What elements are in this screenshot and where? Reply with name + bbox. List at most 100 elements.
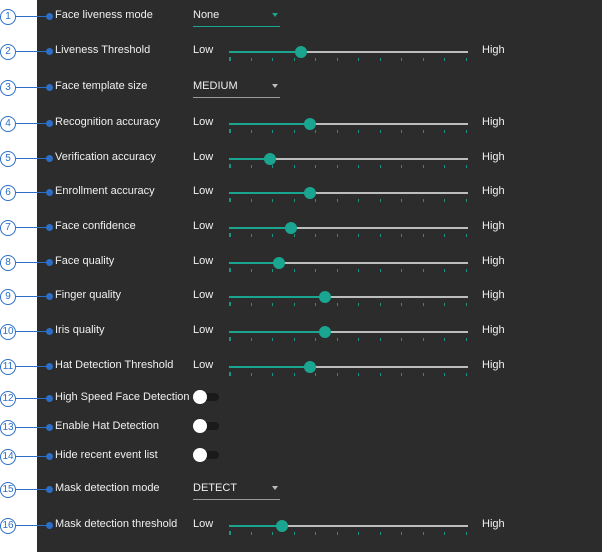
slider-low-label: Low — [193, 518, 214, 530]
slider-tick — [466, 303, 467, 306]
slider-thumb[interactable] — [294, 46, 307, 58]
callout-number: 15 — [0, 482, 16, 498]
slider-ticks — [229, 57, 468, 62]
high-speed-face-detection-toggle[interactable] — [193, 390, 219, 404]
slider-tick — [229, 233, 231, 237]
iris-quality-slider[interactable] — [229, 323, 468, 343]
finger-quality-slider[interactable] — [229, 288, 468, 308]
slider-tick — [358, 532, 360, 535]
slider-ticks — [229, 531, 468, 536]
slider-ticks — [229, 233, 468, 238]
slider-track — [229, 227, 468, 229]
slider-thumb[interactable] — [273, 257, 286, 269]
slider-track — [229, 296, 468, 298]
hat-detection-threshold-slider[interactable] — [229, 358, 468, 378]
slider-track — [229, 51, 468, 53]
slider-tick — [466, 234, 467, 237]
face-quality-slider[interactable] — [229, 254, 468, 274]
enable-hat-detection-toggle[interactable] — [193, 419, 219, 433]
slider-high-label: High — [482, 255, 505, 267]
slider-fill — [229, 262, 280, 264]
callout-leader-line — [16, 87, 48, 88]
slider-tick — [401, 532, 403, 535]
slider-tick — [229, 268, 231, 272]
liveness-threshold-slider[interactable] — [229, 43, 468, 63]
slider-track — [229, 158, 468, 160]
slider-tick — [422, 373, 424, 376]
slider-tick — [466, 130, 467, 133]
slider-thumb[interactable] — [285, 222, 298, 234]
callout-dot — [46, 189, 53, 196]
recognition-accuracy-slider[interactable] — [229, 115, 468, 135]
callout-leader-line — [16, 123, 48, 124]
slider-thumb[interactable] — [318, 291, 331, 303]
slider-tick — [466, 269, 467, 272]
slider-thumb[interactable] — [263, 153, 276, 165]
slider-tick — [336, 130, 338, 133]
slider-track — [229, 525, 468, 527]
slider-low-label: Low — [193, 185, 214, 197]
slider-tick — [272, 130, 274, 133]
enrollment-accuracy-slider[interactable] — [229, 184, 468, 204]
hide-recent-event-list-toggle[interactable] — [193, 448, 219, 462]
mask-detection-mode-select[interactable]: DETECT — [193, 479, 280, 500]
slider-tick — [272, 58, 274, 61]
setting-row-high-speed-face-detection: 12 High Speed Face Detection — [0, 390, 602, 410]
slider-tick — [272, 338, 274, 341]
setting-row-mask-detection-mode: 15 Mask detection mode DETECT — [0, 481, 602, 501]
face-liveness-mode-select[interactable]: None — [193, 6, 280, 27]
slider-tick — [401, 269, 403, 272]
setting-label: Mask detection threshold — [55, 518, 178, 530]
slider-high-label: High — [482, 185, 505, 197]
callout-leader-line — [16, 158, 48, 159]
slider-track — [229, 366, 468, 368]
slider-tick — [444, 234, 446, 237]
slider-tick — [466, 165, 467, 168]
slider-low-label: Low — [193, 116, 214, 128]
slider-tick — [336, 234, 338, 237]
callout-number: 9 — [0, 289, 16, 305]
slider-tick — [379, 269, 381, 272]
slider-thumb[interactable] — [304, 361, 317, 373]
slider-thumb[interactable] — [275, 520, 288, 532]
mask-detection-threshold-slider[interactable] — [229, 517, 468, 537]
setting-row-recognition-accuracy: 4 Recognition accuracy Low High — [0, 115, 602, 135]
slider-ticks — [229, 129, 468, 134]
callout-dot — [46, 328, 53, 335]
callout-number: 3 — [0, 80, 16, 96]
slider-tick — [315, 303, 317, 306]
slider-tick — [422, 58, 424, 61]
slider-thumb[interactable] — [318, 326, 331, 338]
slider-tick — [293, 58, 295, 61]
slider-tick — [401, 338, 403, 341]
slider-thumb[interactable] — [304, 187, 317, 199]
settings-panel — [37, 0, 602, 552]
callout-dot — [46, 522, 53, 529]
caret-down-icon — [272, 486, 278, 490]
slider-tick — [444, 269, 446, 272]
slider-low-label: Low — [193, 255, 214, 267]
callout-number: 13 — [0, 420, 16, 436]
verification-accuracy-slider[interactable] — [229, 150, 468, 170]
callout-number: 2 — [0, 44, 16, 60]
face-confidence-slider[interactable] — [229, 219, 468, 239]
slider-tick — [315, 199, 317, 202]
toggle-knob — [193, 448, 207, 462]
slider-tick — [250, 269, 252, 272]
slider-tick — [422, 130, 424, 133]
slider-tick — [250, 373, 252, 376]
slider-tick — [250, 199, 252, 202]
slider-fill — [229, 123, 311, 125]
slider-tick — [358, 373, 360, 376]
setting-row-verification-accuracy: 5 Verification accuracy Low High — [0, 150, 602, 170]
slider-tick — [336, 532, 338, 535]
slider-tick — [250, 338, 252, 341]
setting-row-finger-quality: 9 Finger quality Low High — [0, 288, 602, 308]
callout-dot — [46, 84, 53, 91]
face-template-size-select[interactable]: MEDIUM — [193, 77, 280, 98]
slider-thumb[interactable] — [304, 118, 317, 130]
slider-ticks — [229, 337, 468, 342]
slider-tick — [358, 234, 360, 237]
callout-number: 7 — [0, 220, 16, 236]
slider-low-label: Low — [193, 324, 214, 336]
